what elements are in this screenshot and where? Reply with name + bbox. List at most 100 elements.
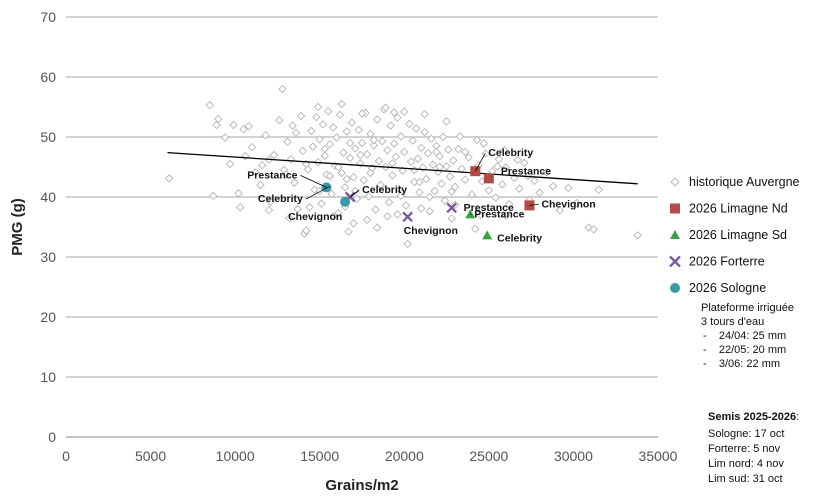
historique-point-18 — [269, 150, 279, 160]
historique-point-168 — [381, 103, 390, 112]
historique-point-109 — [437, 179, 446, 189]
historique-point-111 — [440, 196, 450, 205]
historique-point-120 — [460, 175, 470, 184]
historique-point-193 — [320, 144, 330, 154]
point-label-2-2: Prestance — [464, 202, 514, 214]
y-tick-labels: 0 10 20 30 40 50 60 70 — [40, 9, 56, 445]
historique-point-188 — [376, 180, 385, 190]
historique-point-89 — [403, 239, 412, 249]
historique-point-159 — [393, 210, 402, 219]
historique-point-83 — [393, 113, 402, 123]
historique-point-200 — [388, 159, 397, 168]
historique-point-112 — [442, 162, 451, 171]
historique-point-31 — [303, 165, 313, 174]
legend-label-2: 2026 Limagne Sd — [689, 228, 787, 242]
leader-0-2 — [529, 204, 539, 206]
historique-point-153 — [329, 211, 338, 221]
historique-point-0 — [164, 174, 174, 183]
historique-point-84 — [394, 184, 404, 194]
historique-point-60 — [354, 125, 363, 135]
semis-line-2: Lim nord: 4 nov — [708, 458, 784, 470]
historique-point-9 — [235, 202, 245, 212]
y-axis-title: PMG (g) — [9, 198, 26, 256]
historique-point-55 — [345, 153, 355, 163]
historique-point-2 — [208, 191, 218, 201]
semis-title: Semis 2025-2026: — [708, 411, 799, 423]
historique-point-10 — [239, 124, 248, 134]
y-tick-40: 40 — [40, 189, 56, 205]
historique-point-88 — [401, 201, 411, 210]
historique-point-113 — [444, 145, 453, 154]
historique-point-126 — [481, 149, 490, 159]
historique-point-163 — [501, 211, 511, 220]
irrigation-line-2: - 24/04: 25 mm — [703, 330, 786, 342]
historique-point-122 — [467, 190, 477, 199]
historique-point-202 — [342, 174, 352, 184]
historique-point-7 — [229, 120, 238, 130]
historique-point-133 — [504, 199, 514, 209]
historique-point-162 — [476, 210, 485, 220]
historique-point-100 — [422, 174, 431, 184]
historique-point-187 — [396, 191, 406, 201]
series-1-point-1 — [482, 230, 493, 240]
historique-point-201 — [366, 168, 375, 178]
historique-point-165 — [313, 102, 323, 112]
historique-point-197 — [472, 135, 482, 145]
historique-point-1 — [205, 100, 215, 110]
historique-point-186 — [241, 151, 250, 161]
irrigation-line-1: 3 tours d'eau — [701, 316, 764, 328]
historique-point-3 — [212, 120, 221, 130]
historique-point-92 — [408, 136, 417, 145]
historique-point-53 — [342, 127, 352, 136]
historique-point-174 — [356, 150, 365, 160]
historique-point-63 — [359, 175, 368, 185]
historique-point-139 — [535, 188, 544, 198]
historique-point-172 — [389, 108, 399, 117]
historique-point-127 — [484, 186, 494, 195]
historique-point-4 — [213, 114, 223, 124]
trendline — [167, 151, 638, 185]
x-tick-labels: 0 5000 10000 15000 20000 25000 30000 35000 — [62, 448, 678, 464]
irrigation-note: Plateforme irriguée 3 tours d'eau - 24/04:… — [701, 302, 794, 370]
historique-point-173 — [369, 135, 379, 145]
historique-point-82 — [391, 152, 401, 162]
historique-point-39 — [318, 120, 328, 129]
historique-point-14 — [256, 180, 265, 190]
point-label-0-0: Celebrity — [488, 147, 533, 159]
point-label-1-1: Celebrity — [497, 232, 542, 244]
legend-label-1: 2026 Limagne Nd — [689, 202, 788, 216]
series-2-point-2 — [446, 202, 457, 214]
point-label-3-0: Prestance — [247, 169, 297, 181]
historique-point-189 — [350, 186, 360, 196]
historique-point-179 — [479, 139, 489, 148]
point-label-1-0: Prestance — [474, 208, 524, 220]
historique-point-23 — [286, 154, 296, 164]
historique-point-132 — [501, 163, 511, 172]
x-tick-20000: 20000 — [385, 448, 424, 464]
historique-point-19 — [274, 115, 284, 125]
historique-point-42 — [323, 106, 333, 116]
historique-point-77 — [383, 145, 392, 155]
historique-point-70 — [371, 205, 380, 214]
point-labels: Celebrity Prestance Chevignon Prestance Cele… — [247, 147, 595, 244]
historique-point-6 — [225, 159, 235, 169]
historique-point-151 — [305, 202, 314, 212]
point-label-0-2: Chevignon — [541, 198, 595, 210]
gridlines — [66, 16, 658, 378]
historique-point-116 — [449, 156, 458, 165]
semis-line-0: Sologne: 17 oct — [708, 428, 784, 440]
y-tick-0: 0 — [48, 429, 56, 445]
irrigation-line-3: - 22/05: 20 mm — [703, 344, 786, 356]
label-leader-lines — [300, 153, 539, 215]
historique-point-192 — [345, 138, 355, 148]
semis-title-bold: Semis 2025-2026 — [708, 411, 796, 423]
historique-point-35 — [312, 112, 321, 122]
historique-point-115 — [447, 214, 456, 223]
historique-point-99 — [420, 127, 429, 137]
historique-point-57 — [349, 172, 358, 182]
historique-point-130 — [494, 154, 504, 164]
legend-label-0: historique Auvergne — [689, 175, 800, 189]
historique-point-65 — [362, 150, 372, 159]
historique-point-169 — [400, 107, 409, 117]
leader-3-0 — [300, 175, 327, 188]
